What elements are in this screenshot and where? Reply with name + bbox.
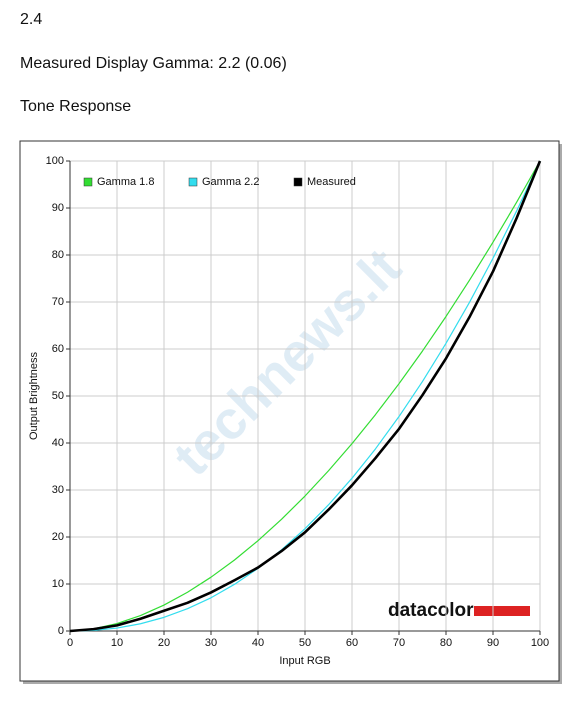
- legend-label: Gamma 1.8: [97, 176, 154, 188]
- x-tick-label: 30: [205, 637, 217, 649]
- x-axis-label: Input RGB: [279, 655, 330, 667]
- legend-label: Gamma 2.2: [202, 176, 259, 188]
- logo-text: datacolor: [388, 600, 474, 621]
- y-tick-label: 60: [52, 343, 64, 355]
- legend-swatch: [188, 177, 198, 187]
- x-tick-label: 20: [158, 637, 170, 649]
- x-tick-label: 90: [487, 637, 499, 649]
- series-line: [69, 160, 541, 632]
- gamma-summary: Measured Display Gamma: 2.2 (0.06): [20, 55, 287, 72]
- section-number: 2.4: [20, 11, 43, 28]
- logo-bar: [474, 606, 530, 616]
- series-line: [69, 160, 541, 632]
- y-tick-label: 100: [46, 155, 64, 167]
- x-tick-label: 40: [252, 637, 264, 649]
- y-tick-label: 10: [52, 578, 64, 590]
- y-tick-label: 70: [52, 296, 64, 308]
- y-tick-label: 20: [52, 531, 64, 543]
- y-tick-label: 90: [52, 202, 64, 214]
- x-tick-label: 70: [393, 637, 405, 649]
- x-tick-label: 50: [299, 637, 311, 649]
- x-tick-label: 80: [440, 637, 452, 649]
- x-tick-label: 0: [67, 637, 73, 649]
- chart-frame: [19, 140, 560, 682]
- y-tick-label: 80: [52, 249, 64, 261]
- y-tick-label: 30: [52, 484, 64, 496]
- x-tick-label: 10: [111, 637, 123, 649]
- series-line: [69, 160, 542, 633]
- y-axis-label: Output Brightness: [28, 351, 40, 440]
- y-tick-label: 0: [58, 625, 64, 637]
- legend-swatch: [293, 177, 303, 187]
- section-title: Tone Response: [20, 98, 132, 115]
- x-tick-label: 100: [531, 637, 549, 649]
- y-tick-label: 40: [52, 437, 64, 449]
- legend-swatch: [83, 177, 93, 187]
- legend-label: Measured: [307, 176, 356, 188]
- x-tick-label: 60: [346, 637, 358, 649]
- y-tick-label: 50: [52, 390, 64, 402]
